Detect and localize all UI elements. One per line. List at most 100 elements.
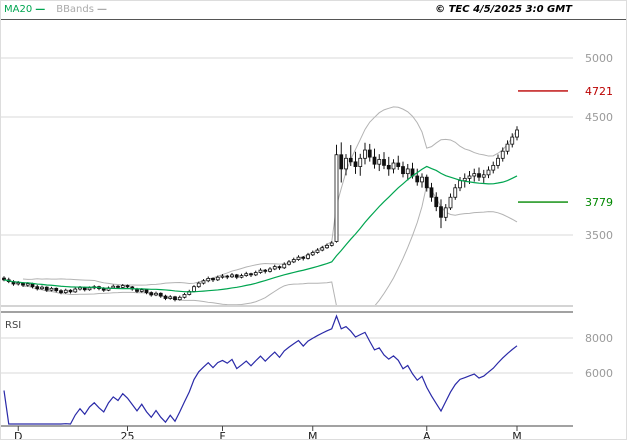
candle-body [225, 275, 230, 278]
candle-body [249, 273, 253, 276]
ma20-line-icon: — [35, 4, 45, 15]
candle-body [510, 136, 515, 145]
time-tick-label: 25 [121, 430, 135, 440]
candle-body [177, 296, 182, 301]
candle-body [306, 254, 310, 259]
candle-body [192, 286, 196, 292]
candle-body [329, 242, 334, 246]
candle-body [268, 268, 272, 272]
candle-body [420, 176, 424, 183]
candle-body [68, 289, 73, 293]
candle-body [515, 129, 519, 138]
candle-body [505, 143, 510, 152]
candle-body [120, 285, 125, 288]
candle-body [434, 196, 439, 208]
candle-body [296, 256, 301, 260]
candle-body [35, 286, 40, 290]
time-tick-label: D [14, 430, 22, 440]
candle-body [25, 283, 30, 286]
candle-body [239, 275, 244, 278]
candle-body [282, 263, 287, 269]
rsi-tick-label: 8000 [585, 332, 613, 345]
candle-body [396, 162, 401, 167]
rsi-panel-label: RSI [5, 320, 22, 331]
candle-body [201, 280, 206, 284]
candle-body [348, 157, 353, 163]
candle-body [49, 287, 54, 291]
candle-body [168, 296, 173, 299]
candle-body [439, 206, 443, 218]
candle-body [220, 275, 225, 278]
candle-body [453, 187, 458, 198]
candle-body [211, 278, 215, 281]
candle-body [154, 292, 158, 296]
candle-body [481, 174, 486, 178]
candle-body [443, 207, 448, 218]
bbands-line-icon: — [96, 4, 107, 15]
candle-body [424, 176, 429, 189]
candle-body [54, 287, 59, 292]
candle-body [87, 287, 92, 291]
candle-body [149, 292, 154, 296]
candle-body [334, 154, 339, 242]
candle-body [258, 269, 263, 273]
candle-body [125, 285, 130, 288]
candle-body [215, 276, 220, 281]
candle-body [467, 175, 472, 179]
candle-body [415, 175, 420, 183]
candle-body [73, 288, 78, 293]
candle-body [111, 285, 116, 289]
candle-body [234, 274, 239, 278]
candle-body [16, 282, 21, 285]
candle-body [263, 269, 268, 272]
rsi-tick-label: 6000 [585, 367, 613, 380]
candle-body [486, 169, 491, 176]
legend-item-bbands: BBands — [56, 4, 107, 15]
candle-body [386, 164, 391, 170]
candle-body [372, 156, 377, 165]
candle-body [353, 161, 358, 167]
candle-body [382, 159, 386, 166]
candle-body [253, 272, 258, 276]
level-label: 3779 [585, 196, 613, 209]
candle-body [448, 196, 453, 209]
candle-body [101, 288, 106, 291]
candle-body [358, 157, 363, 167]
candle-body [301, 256, 306, 259]
chart-legend: MA20 — BBands — [4, 4, 107, 15]
bbands-legend-label: BBands [56, 4, 94, 15]
candle-body [196, 282, 201, 288]
candle-body [477, 173, 481, 178]
candle-body [500, 150, 505, 159]
time-tick-label: M [512, 430, 522, 440]
time-tick-label: F [219, 430, 225, 440]
candle-body [230, 274, 234, 278]
candle-body [40, 286, 44, 290]
legend-item-ma20: MA20 — [4, 4, 45, 15]
chart-timestamp: © TEC 4/5/2025 3:0 GMT [435, 4, 572, 15]
candle-body [158, 292, 163, 297]
chart-header: MA20 — BBands — © TEC 4/5/2025 3:0 GMT [1, 1, 626, 19]
candle-body [144, 289, 149, 293]
ma20-line [3, 165, 518, 293]
ma20-legend-label: MA20 [4, 4, 33, 15]
candle-body [491, 164, 496, 171]
candle-body [244, 273, 249, 276]
candle-body [462, 177, 467, 182]
price-tick-label: 4500 [585, 111, 613, 124]
candle-body [163, 295, 168, 299]
level-label: 4721 [585, 85, 613, 98]
time-tick-label: A [423, 430, 431, 440]
candle-body [377, 159, 382, 165]
candle-body [59, 290, 63, 293]
candle-body [405, 168, 410, 175]
price-tick-label: 3500 [585, 229, 613, 242]
candle-body [63, 289, 68, 293]
rsi-line [3, 314, 518, 425]
candle-body [315, 249, 320, 253]
candle-body [363, 149, 367, 159]
time-tick-label: M [308, 430, 318, 440]
candle-body [401, 166, 405, 175]
